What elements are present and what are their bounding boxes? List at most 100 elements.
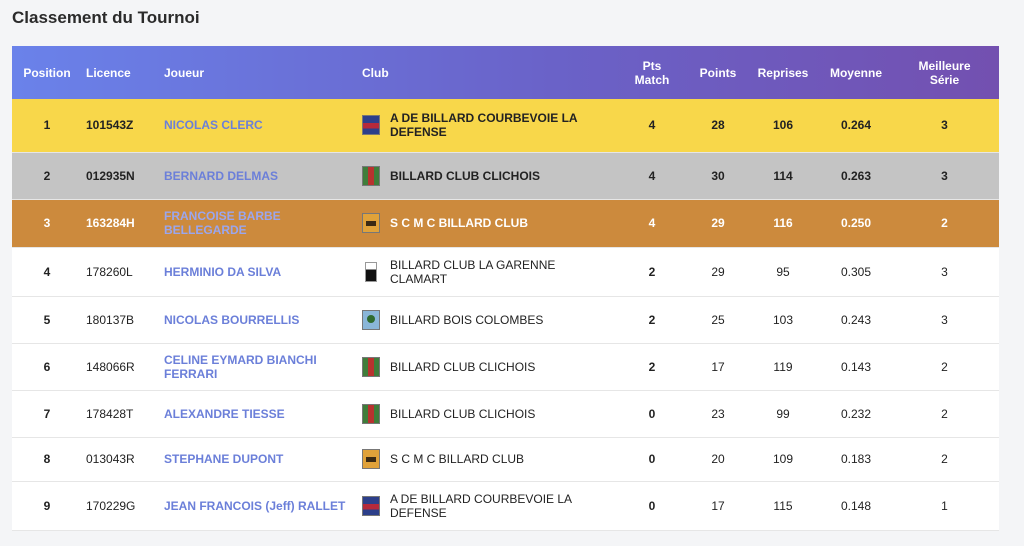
player-cell: HERMINIO DA SILVA xyxy=(160,247,358,297)
player-cell: JEAN FRANCOIS (Jeff) RALLET xyxy=(160,481,358,531)
club-name: BILLARD CLUB CLICHOIS xyxy=(390,406,536,421)
position-cell: 4 xyxy=(12,247,82,297)
points-cell: 20 xyxy=(692,437,744,482)
pts-match-cell: 2 xyxy=(612,343,692,391)
header-pts-match-line2: Match xyxy=(634,72,670,87)
pts-match-cell: 0 xyxy=(612,481,692,531)
position-cell: 3 xyxy=(12,199,82,248)
moyenne-cell: 0.232 xyxy=(822,390,890,438)
player-link[interactable]: NICOLAS BOURRELLIS xyxy=(164,312,300,327)
licence-cell: 180137B xyxy=(82,296,160,344)
reprises-cell: 119 xyxy=(744,343,822,391)
club-cell: BILLARD CLUB LA GARENNE CLAMART xyxy=(358,247,612,297)
club-name: BILLARD CLUB CLICHOIS xyxy=(390,168,540,183)
moyenne-cell: 0.183 xyxy=(822,437,890,482)
header-meilleure-line2: Série xyxy=(929,72,960,87)
smc-logo-icon xyxy=(362,213,380,233)
player-link[interactable]: ALEXANDRE TIESSE xyxy=(164,406,285,421)
ranking-table: Position Licence Joueur Club Pts Match Po… xyxy=(12,46,999,531)
reprises-cell: 114 xyxy=(744,152,822,200)
player-cell: BERNARD DELMAS xyxy=(160,152,358,200)
club-name: BILLARD CLUB LA GARENNE CLAMART xyxy=(390,257,556,286)
table-row: 5 180137B NICOLAS BOURRELLIS BILLARD BOI… xyxy=(12,296,999,344)
position-cell: 2 xyxy=(12,152,82,200)
header-pts-match[interactable]: Pts Match xyxy=(612,46,692,99)
meilleure-serie-cell: 2 xyxy=(890,437,999,482)
header-moyenne[interactable]: Moyenne xyxy=(829,65,882,80)
player-link[interactable]: STEPHANE DUPONT xyxy=(164,452,284,466)
player-cell: FRANCOISE BARBE BELLEGARDE xyxy=(160,199,358,248)
player-link[interactable]: HERMINIO DA SILVA xyxy=(164,264,282,279)
points-cell: 29 xyxy=(692,199,744,248)
table-row: 1 101543Z NICOLAS CLERC A DE BILLARD COU… xyxy=(12,99,999,153)
pts-match-cell: 4 xyxy=(612,199,692,248)
club-cell: BILLARD CLUB CLICHOIS xyxy=(358,390,612,438)
garenne-logo-icon xyxy=(365,261,377,282)
moyenne-cell: 0.264 xyxy=(822,99,890,153)
moyenne-cell: 0.250 xyxy=(822,199,890,248)
header-meilleure-line1: Meilleure xyxy=(918,58,971,73)
club-name: S C M C BILLARD CLUB xyxy=(390,452,525,466)
licence-cell: 148066R xyxy=(82,343,160,391)
player-link[interactable]: JEAN FRANCOIS (Jeff) RALLET xyxy=(164,498,346,513)
reprises-cell: 106 xyxy=(744,99,822,153)
club-cell: A DE BILLARD COURBEVOIE LA DEFENSE xyxy=(358,481,612,531)
bois-colombes-logo-icon xyxy=(362,309,380,330)
ranking-table-container: Position Licence Joueur Club Pts Match Po… xyxy=(12,46,999,531)
meilleure-serie-cell: 2 xyxy=(890,390,999,438)
moyenne-cell: 0.243 xyxy=(822,296,890,344)
position-cell: 1 xyxy=(12,99,82,153)
pts-match-cell: 0 xyxy=(612,437,692,482)
licence-cell: 178428T xyxy=(82,390,160,438)
meilleure-serie-cell: 3 xyxy=(890,247,999,297)
player-cell: ALEXANDRE TIESSE xyxy=(160,390,358,438)
table-row: 8 013043R STEPHANE DUPONT S C M C BILLAR… xyxy=(12,437,999,482)
licence-cell: 012935N xyxy=(82,152,160,200)
table-row: 6 148066R CELINE EYMARD BIANCHI FERRARI … xyxy=(12,343,999,391)
courbevoie-logo-icon xyxy=(362,115,380,136)
pts-match-cell: 4 xyxy=(612,99,692,153)
table-row: 9 170229G JEAN FRANCOIS (Jeff) RALLET A … xyxy=(12,481,999,531)
club-name: A DE BILLARD COURBEVOIE LA DEFENSE xyxy=(390,491,572,520)
club-name: S C M C BILLARD CLUB xyxy=(390,216,528,230)
table-row: 4 178260L HERMINIO DA SILVA BILLARD CLUB… xyxy=(12,247,999,297)
licence-cell: 101543Z xyxy=(82,99,160,153)
table-row: 2 012935N BERNARD DELMAS BILLARD CLUB CL… xyxy=(12,152,999,200)
player-cell: NICOLAS CLERC xyxy=(160,99,358,153)
meilleure-serie-cell: 2 xyxy=(890,343,999,391)
player-link[interactable]: CELINE EYMARD BIANCHI FERRARI xyxy=(164,352,317,381)
points-cell: 29 xyxy=(692,247,744,297)
points-cell: 30 xyxy=(692,152,744,200)
position-cell: 9 xyxy=(12,481,82,531)
points-cell: 17 xyxy=(692,481,744,531)
points-cell: 25 xyxy=(692,296,744,344)
header-joueur[interactable]: Joueur xyxy=(164,65,205,80)
points-cell: 23 xyxy=(692,390,744,438)
header-meilleure-serie[interactable]: Meilleure Série xyxy=(890,46,999,99)
reprises-cell: 116 xyxy=(744,199,822,248)
header-reprises[interactable]: Reprises xyxy=(757,65,809,80)
reprises-cell: 95 xyxy=(744,247,822,297)
player-link[interactable]: FRANCOISE BARBE BELLEGARDE xyxy=(164,209,281,237)
licence-cell: 013043R xyxy=(82,437,160,482)
meilleure-serie-cell: 2 xyxy=(890,199,999,248)
table-header-row: Position Licence Joueur Club Pts Match Po… xyxy=(12,46,999,99)
club-name: BILLARD CLUB CLICHOIS xyxy=(390,359,536,374)
header-points[interactable]: Points xyxy=(699,65,737,80)
header-licence[interactable]: Licence xyxy=(86,65,131,80)
moyenne-cell: 0.148 xyxy=(822,481,890,531)
header-position[interactable]: Position xyxy=(23,65,71,80)
meilleure-serie-cell: 3 xyxy=(890,99,999,153)
player-link[interactable]: BERNARD DELMAS xyxy=(164,168,278,183)
player-link[interactable]: NICOLAS CLERC xyxy=(164,118,263,133)
moyenne-cell: 0.143 xyxy=(822,343,890,391)
clichois-logo-icon xyxy=(362,356,380,377)
club-name: BILLARD BOIS COLOMBES xyxy=(390,312,544,327)
club-cell: A DE BILLARD COURBEVOIE LA DEFENSE xyxy=(358,99,612,153)
reprises-cell: 99 xyxy=(744,390,822,438)
player-cell: NICOLAS BOURRELLIS xyxy=(160,296,358,344)
pts-match-cell: 2 xyxy=(612,296,692,344)
player-cell: STEPHANE DUPONT xyxy=(160,437,358,482)
club-cell: S C M C BILLARD CLUB xyxy=(358,437,612,482)
header-club[interactable]: Club xyxy=(362,65,389,80)
